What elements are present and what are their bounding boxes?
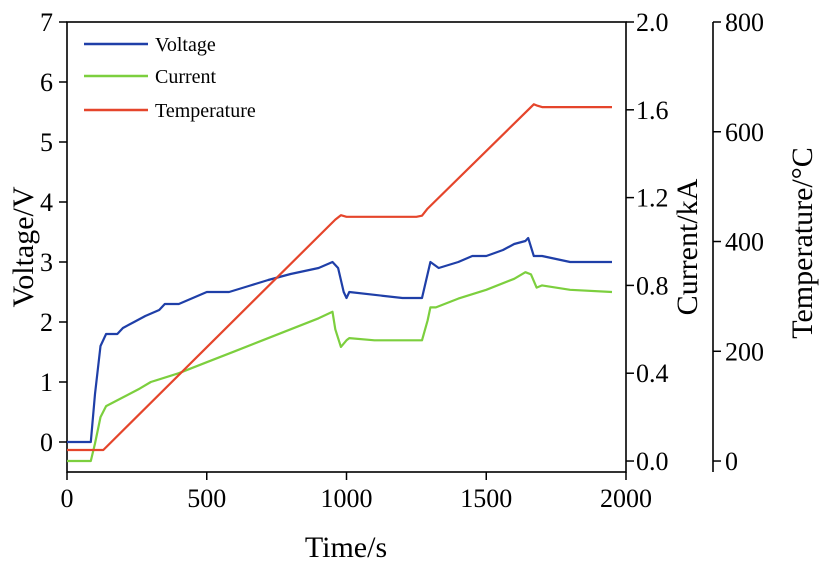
y-axis-right-1-title: Current/kA [671, 178, 704, 315]
y-left-tick-label: 7 [40, 8, 53, 37]
legend-label-current: Current [155, 66, 217, 88]
y-left-tick-label: 2 [40, 308, 53, 337]
y-right-1-tick-label: 0.0 [636, 447, 669, 476]
legend: Voltage Current Temperature [84, 34, 256, 122]
series-lines [67, 103, 613, 463]
legend-label-voltage: Voltage [155, 34, 216, 56]
y-axis-right-2-title: Temperature/°C [786, 147, 819, 338]
y-left-tick-label: 0 [40, 428, 53, 457]
y-right-2-tick-label: 600 [725, 118, 764, 147]
x-tick-label: 1000 [321, 484, 373, 513]
y-right-1-tick-label: 1.6 [636, 96, 669, 125]
y-left-tick-label: 3 [40, 248, 53, 277]
y-right-2-tick-label: 400 [725, 228, 764, 257]
tick-labels: 0 500 1000 1500 2000012345670.00.40.81.21.62… [40, 8, 764, 513]
y-left-tick-label: 4 [40, 188, 53, 217]
y-axis-left-title: Voltage/V [7, 186, 40, 307]
plot-frame [66, 21, 627, 473]
x-tick-label: 1500 [460, 484, 512, 513]
x-axis-title: Time/s [305, 531, 387, 564]
x-tick-label: 2000 [600, 484, 652, 513]
y-left-tick-label: 5 [40, 128, 53, 157]
y-right-1-tick-label: 0.8 [636, 271, 669, 300]
y-right-2-tick-label: 200 [725, 337, 764, 366]
legend-label-temperature: Temperature [155, 100, 256, 122]
series-voltage-line [67, 236, 612, 444]
y-right-1-tick-label: 0.4 [636, 359, 669, 388]
series-temperature-line [67, 103, 612, 452]
x-tick-label: 0 [61, 484, 74, 513]
tick-marks [59, 21, 721, 480]
y-right-2-tick-label: 800 [725, 8, 764, 37]
y-right-1-tick-label: 1.2 [636, 184, 669, 213]
y-right-2-tick-label: 0 [725, 447, 738, 476]
y-right-1-tick-label: 2.0 [636, 8, 669, 37]
x-tick-label: 500 [187, 484, 226, 513]
y-left-tick-label: 1 [40, 368, 53, 397]
y-left-tick-label: 6 [40, 68, 53, 97]
series-current-line [67, 271, 613, 463]
